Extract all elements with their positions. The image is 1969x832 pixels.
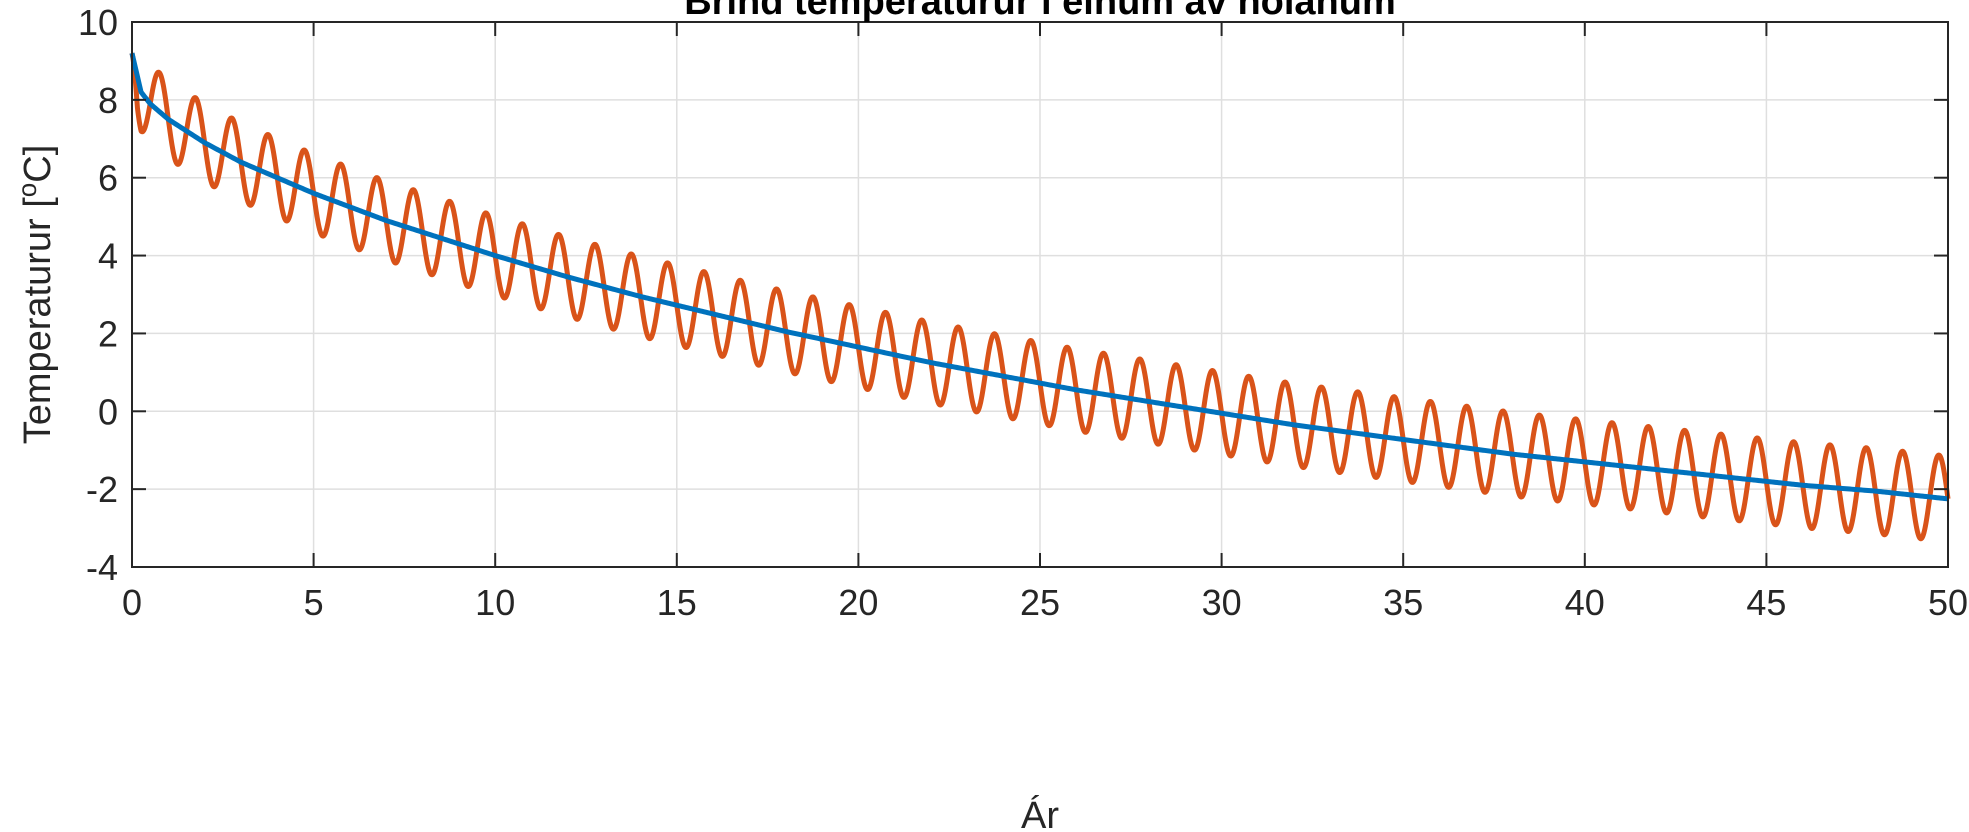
x-tick-label: 25: [1020, 582, 1060, 623]
y-tick-label: 8: [98, 80, 118, 121]
x-tick-label: 10: [475, 582, 515, 623]
y-tick-label: 10: [78, 2, 118, 43]
x-tick-label: 5: [304, 582, 324, 623]
tick-labels: 0 5 10 15 20 25 30 35 40 45 50 -4 -2 0 2 4 6 8 10: [78, 2, 1968, 623]
series-line-blue: [129, 52, 1949, 502]
x-tick-label: 35: [1383, 582, 1423, 623]
y-axis-title: Temperaturur [oC]: [12, 145, 59, 445]
series-group: [129, 52, 1951, 542]
y-axis-title-sup: o: [12, 183, 42, 197]
tick-marks: [131, 21, 1949, 568]
x-tick-label: 15: [657, 582, 697, 623]
x-tick-label: 20: [838, 582, 878, 623]
y-tick-label: 4: [98, 236, 118, 277]
y-axis-title-main: Temperaturur [: [17, 197, 59, 445]
x-tick-label: 45: [1746, 582, 1786, 623]
x-tick-label: 50: [1928, 582, 1968, 623]
y-axis-title-tail: C]: [17, 145, 59, 183]
y-tick-label: 0: [98, 391, 118, 432]
x-tick-label: 0: [122, 582, 142, 623]
chart-title: Brihd temperaturur í elnum av holanum: [684, 0, 1396, 23]
y-tick-label: -2: [86, 469, 118, 510]
y-tick-label: -4: [86, 547, 118, 588]
y-tick-label: 2: [98, 313, 118, 354]
x-axis-title: Ár: [1021, 794, 1059, 832]
x-tick-label: 40: [1565, 582, 1605, 623]
x-tick-label: 30: [1202, 582, 1242, 623]
y-tick-label: 6: [98, 158, 118, 199]
